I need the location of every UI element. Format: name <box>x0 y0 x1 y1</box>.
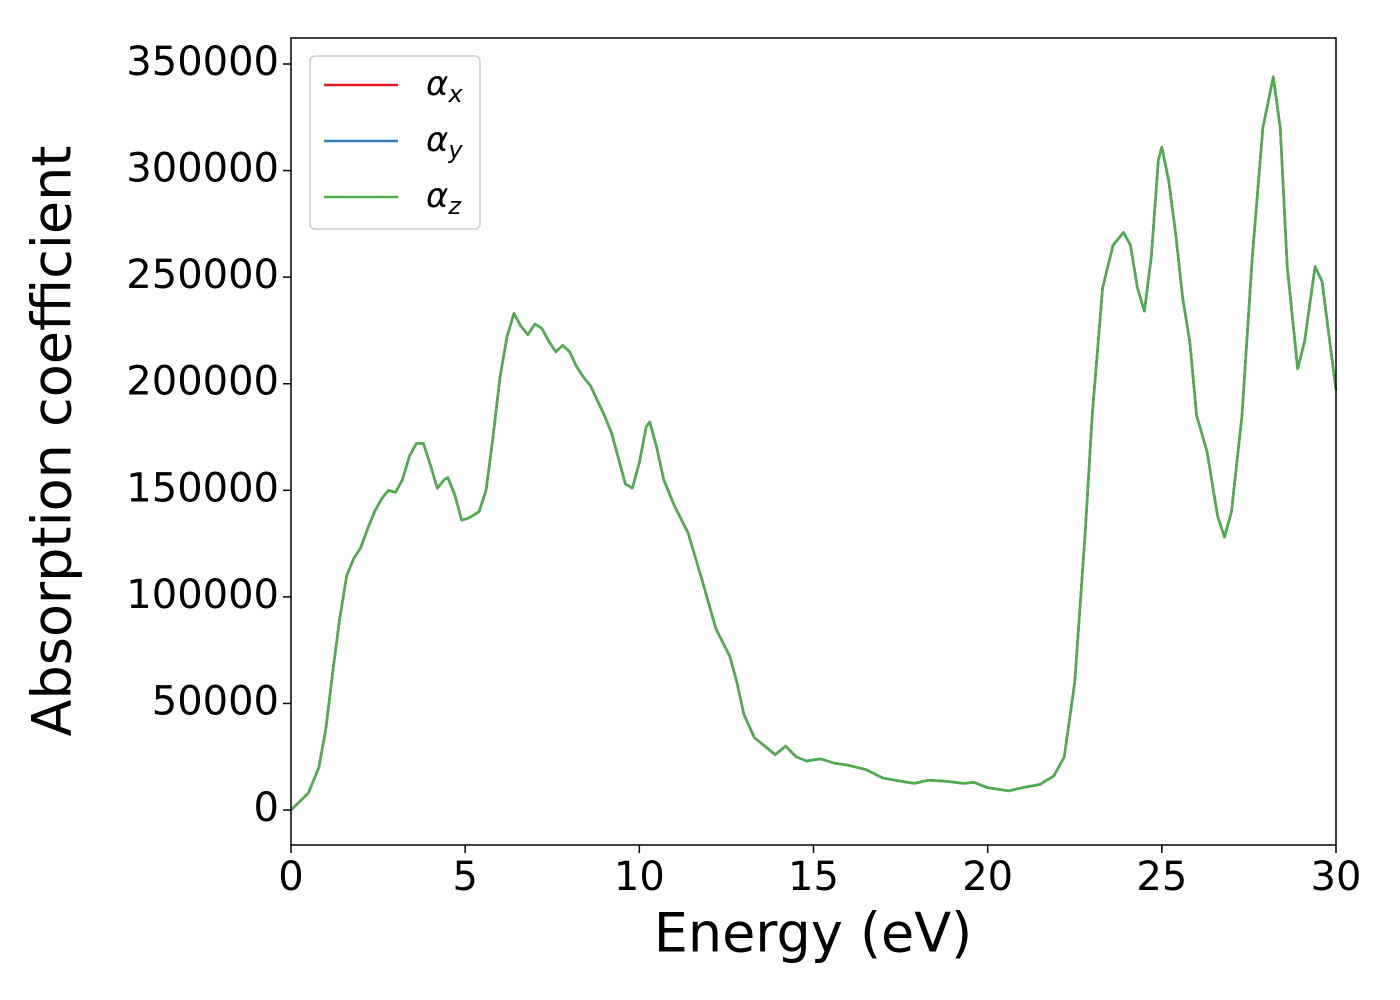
data-line <box>290 75 1338 811</box>
x-axis-label: Energy (eV) <box>654 902 973 965</box>
legend-label: αz <box>426 176 462 221</box>
y-tick-label: 250000 <box>126 252 279 298</box>
x-tick-label: 25 <box>1136 854 1187 900</box>
x-tick-label: 20 <box>962 854 1013 900</box>
y-tick-label: 50000 <box>152 678 279 724</box>
x-tick-label: 15 <box>788 854 839 900</box>
x-tick-label: 10 <box>614 854 665 900</box>
y-tick-label: 150000 <box>126 465 279 511</box>
legend-label: αx <box>426 64 463 109</box>
x-tick-label: 30 <box>1311 854 1362 900</box>
y-tick-label: 100000 <box>126 572 279 618</box>
legend-label: αy <box>426 120 463 165</box>
y-tick-label: 300000 <box>126 146 279 192</box>
y-tick-label: 0 <box>254 785 279 831</box>
x-tick-label: 0 <box>278 854 303 900</box>
legend-box <box>309 55 481 230</box>
x-tick-label: 5 <box>452 854 477 900</box>
y-tick-label: 350000 <box>126 39 279 85</box>
plot-frame <box>290 37 1337 846</box>
y-axis-label: Absorption coefficient <box>21 146 84 737</box>
y-tick-label: 200000 <box>126 359 279 405</box>
